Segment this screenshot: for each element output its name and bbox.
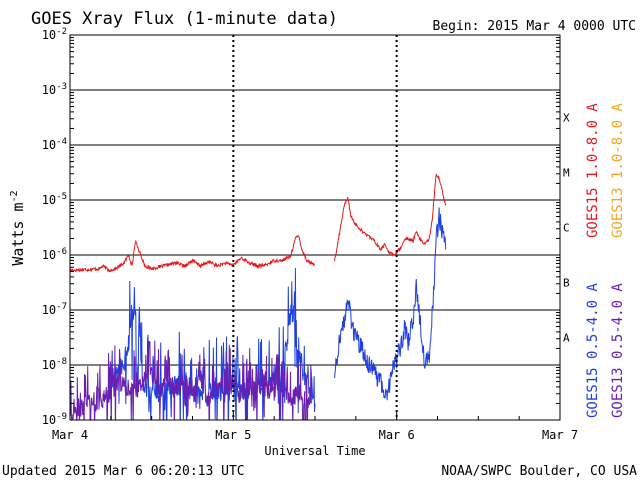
y-tick-base: 10 (42, 358, 56, 372)
y-tick-label: 10-4 (42, 137, 67, 152)
y-tick-label: 10-2 (42, 27, 67, 42)
begin-date: Begin: 2015 Mar 4 0000 UTC (433, 19, 637, 34)
plot-frame (69, 34, 561, 421)
axis-ticks (69, 34, 561, 421)
y-tick-exp: -5 (56, 192, 67, 202)
series-line-5 (70, 337, 313, 420)
plot-area (69, 34, 561, 421)
x-tick-label: Mar 7 (542, 428, 578, 442)
y-tick-exp: -8 (56, 357, 67, 367)
x-tick-label: Mar 5 (215, 428, 251, 442)
y-tick-base: 10 (42, 28, 56, 42)
series-line-1 (334, 173, 447, 262)
y-tick-label: 10-6 (42, 247, 67, 262)
y-tick-base: 10 (42, 83, 56, 97)
credit-text: NOAA/SWPC Boulder, CO USA (441, 464, 637, 479)
y-tick-exp: -3 (56, 82, 67, 92)
y-tick-base: 10 (42, 413, 56, 427)
legend: GOES15 1.0-8.0 A GOES15 0.5-4.0 A GOES13 1… (585, 103, 626, 418)
y-tick-labels: 10-910-810-710-610-510-410-310-2 (42, 27, 67, 427)
legend-entry: GOES13 1.0-8.0 A (610, 103, 626, 238)
series-layer (70, 173, 447, 420)
svg-text:Watts m-2: Watts m-2 (9, 190, 27, 265)
chart-title: GOES Xray Flux (1-minute data) (31, 9, 338, 29)
y-tick-base: 10 (42, 138, 56, 152)
flare-class-X: X (563, 112, 570, 125)
y-tick-label: 10-3 (42, 82, 67, 97)
x-axis-label: Universal Time (264, 444, 365, 458)
y-axis-label-base: Watts m (9, 202, 27, 265)
y-tick-label: 10-7 (42, 302, 67, 317)
grid-lines (70, 89, 560, 366)
day-marks (232, 35, 398, 420)
y-axis-label-sup: -2 (9, 190, 20, 202)
y-tick-base: 10 (42, 193, 56, 207)
series-line-2 (110, 267, 316, 420)
y-tick-base: 10 (42, 303, 56, 317)
legend-entry: GOES15 0.5-4.0 A (585, 283, 601, 418)
y-tick-exp: -6 (56, 247, 67, 257)
series-line-0 (70, 235, 316, 273)
flare-class-labels: A B C M X (563, 112, 570, 345)
x-tick-label: Mar 6 (379, 428, 415, 442)
y-tick-exp: -4 (56, 137, 67, 147)
y-tick-exp: -2 (56, 27, 67, 37)
flare-class-B: B (563, 277, 570, 290)
x-tick-labels: Mar 4 Mar 5 Mar 6 Mar 7 (52, 428, 578, 442)
flare-class-C: C (563, 222, 570, 235)
series-line-3 (334, 207, 447, 401)
y-tick-label: 10-8 (42, 357, 67, 372)
y-tick-exp: -7 (56, 302, 67, 312)
flare-class-A: A (563, 332, 570, 345)
legend-entry: GOES13 0.5-4.0 A (610, 283, 626, 418)
y-tick-label: 10-5 (42, 192, 67, 207)
y-tick-label: 10-9 (42, 412, 67, 427)
y-tick-exp: -9 (56, 412, 67, 422)
updated-timestamp: Updated 2015 Mar 6 06:20:13 UTC (2, 464, 245, 479)
y-axis-label: Watts m-2 (9, 190, 27, 265)
x-tick-label: Mar 4 (52, 428, 88, 442)
y-tick-base: 10 (42, 248, 56, 262)
flare-class-M: M (563, 167, 570, 180)
legend-entry: GOES15 1.0-8.0 A (585, 103, 601, 238)
